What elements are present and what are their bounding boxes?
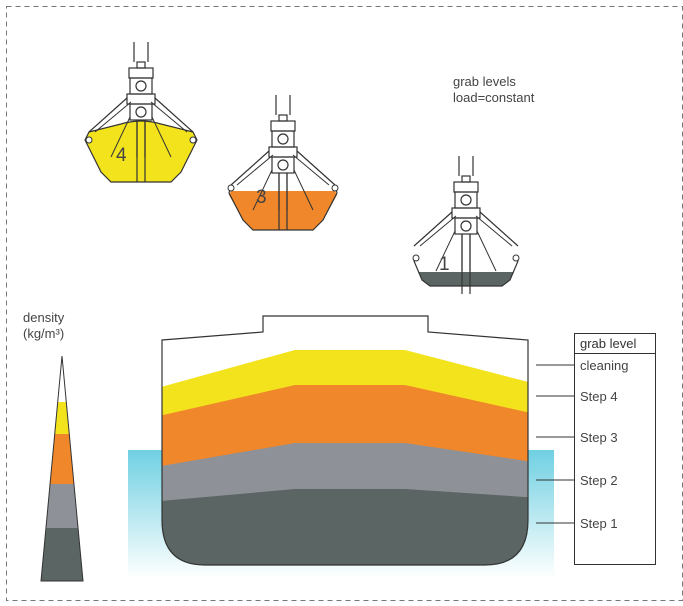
- grab-levels-title-line2: load=constant: [453, 90, 535, 105]
- grab-level-table-header: grab level: [575, 334, 655, 354]
- grab-levels-title: grab levels load=constant: [453, 74, 534, 106]
- barge-hull: [162, 316, 528, 565]
- grab-level-table: grab level cleaning Step 4 Step 3 Step 2…: [574, 333, 656, 565]
- row-cleaning: cleaning: [580, 358, 629, 373]
- grab-3: [227, 94, 339, 231]
- grab-4: [84, 41, 198, 183]
- density-label: density (kg/m³): [23, 310, 64, 342]
- row-step-2: Step 2: [580, 473, 618, 488]
- grab-1-number: 1: [439, 254, 450, 275]
- grab-level-header-label: grab level: [580, 336, 637, 351]
- density-label-line1: density: [23, 310, 65, 325]
- row-step-1: Step 1: [580, 516, 618, 531]
- grab-levels-title-line1: grab levels: [453, 74, 516, 89]
- row-step-4: Step 4: [580, 389, 618, 404]
- grab-3-number: 3: [256, 187, 267, 208]
- density-label-line2: (kg/m³): [23, 326, 65, 341]
- leader-lines: [536, 364, 574, 524]
- grab-4-number: 4: [116, 145, 127, 166]
- row-step-3: Step 3: [580, 430, 618, 445]
- grab-1: [412, 155, 520, 294]
